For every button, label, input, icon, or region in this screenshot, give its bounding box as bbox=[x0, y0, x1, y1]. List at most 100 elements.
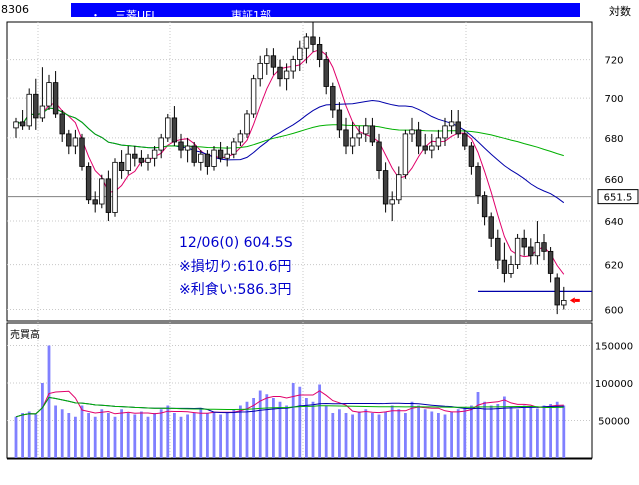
candle-body bbox=[204, 153, 211, 167]
volume-bar bbox=[239, 405, 242, 458]
volume-bar bbox=[430, 411, 434, 458]
candle-body bbox=[435, 137, 442, 147]
candle-body bbox=[316, 44, 323, 60]
candlesticks bbox=[13, 22, 567, 315]
candle-body bbox=[165, 117, 171, 139]
volume-bar bbox=[107, 413, 110, 458]
volume-bar bbox=[522, 405, 526, 458]
price-marker-label: 651.5 bbox=[604, 193, 633, 204]
volume-bar bbox=[265, 394, 269, 458]
candle-body bbox=[382, 170, 389, 205]
volume-bar bbox=[331, 413, 335, 458]
volume-bar bbox=[54, 405, 57, 458]
price-marker-group: 651.5 bbox=[569, 189, 639, 304]
volume-bar bbox=[186, 414, 189, 458]
volume-bar bbox=[80, 405, 84, 458]
volume-bar bbox=[47, 345, 51, 458]
candle-body bbox=[389, 199, 395, 205]
candle-body bbox=[85, 166, 92, 201]
candle-body bbox=[547, 250, 554, 274]
volume-bar bbox=[397, 409, 401, 458]
scale-mode[interactable]: 対数 bbox=[609, 5, 631, 18]
candle-body bbox=[145, 157, 151, 163]
candle-body bbox=[270, 55, 277, 68]
price-tick-label: 660 bbox=[604, 175, 623, 186]
volume-bar bbox=[225, 413, 229, 458]
candle-body bbox=[349, 137, 356, 147]
volume-panel-label: 売買高 bbox=[10, 330, 40, 341]
price-tick-label: 600 bbox=[604, 306, 623, 317]
candle-body bbox=[283, 70, 290, 80]
volume-bar bbox=[476, 392, 480, 458]
candle-body bbox=[72, 137, 79, 147]
volume-bar bbox=[232, 409, 236, 458]
candle-body bbox=[442, 125, 448, 139]
price-tick-label: 720 bbox=[604, 56, 623, 67]
volume-bar bbox=[443, 414, 447, 458]
volume-bar bbox=[219, 414, 222, 458]
candle-body bbox=[112, 161, 118, 213]
volume-bar bbox=[470, 405, 473, 458]
candle-body bbox=[250, 78, 257, 115]
candle-body bbox=[264, 55, 270, 64]
volume-bar bbox=[34, 414, 38, 458]
candle-body bbox=[244, 113, 250, 135]
candle-body bbox=[125, 153, 131, 171]
volume-bar bbox=[305, 398, 308, 458]
candle-body bbox=[415, 129, 422, 147]
candle-body bbox=[521, 237, 527, 248]
candle-body bbox=[303, 36, 310, 49]
candle-body bbox=[19, 121, 26, 127]
last-price-arrow bbox=[569, 297, 575, 304]
candle-body bbox=[481, 195, 488, 218]
volume-tick-label: 150000 bbox=[595, 342, 633, 353]
annotation-date-price: 12/06(0) 604.5S bbox=[179, 235, 293, 251]
name-dot: ・ bbox=[90, 9, 101, 22]
candle-body bbox=[396, 174, 402, 201]
volume-bar bbox=[344, 413, 348, 458]
candle-body bbox=[468, 145, 475, 167]
candle-body bbox=[151, 149, 158, 159]
candle-body bbox=[290, 59, 296, 72]
candle-body bbox=[237, 133, 244, 143]
candle-body bbox=[158, 137, 164, 151]
volume-bar bbox=[384, 411, 387, 458]
volume-bar bbox=[245, 401, 249, 458]
volume-bar bbox=[159, 409, 163, 458]
candle-body bbox=[52, 82, 59, 115]
candle-body bbox=[336, 109, 343, 131]
volume-tick-label: 50000 bbox=[598, 417, 630, 428]
volume-bar bbox=[60, 409, 64, 458]
volume-bar bbox=[516, 409, 519, 458]
market-name: 東証1部 bbox=[231, 9, 271, 22]
volume-bar bbox=[192, 413, 196, 458]
candle-body bbox=[39, 105, 46, 119]
volume-bar bbox=[338, 409, 341, 458]
candle-body bbox=[561, 300, 567, 306]
price-tick-label: 640 bbox=[604, 217, 623, 228]
candle-body bbox=[448, 121, 455, 127]
volume-bar bbox=[536, 408, 539, 458]
volume-bar bbox=[153, 413, 156, 458]
volume-bar bbox=[562, 405, 566, 458]
candle-body bbox=[330, 86, 336, 111]
candle-body bbox=[191, 145, 197, 163]
volume-bar bbox=[503, 396, 506, 458]
volume-bar bbox=[179, 416, 183, 458]
candle-body bbox=[59, 113, 65, 135]
price-panel-frame bbox=[6, 21, 593, 322]
candle-body bbox=[363, 125, 369, 135]
volume-bar bbox=[212, 411, 216, 458]
volume-bar bbox=[166, 405, 170, 458]
volume-bar bbox=[258, 390, 262, 458]
candle-body bbox=[138, 157, 145, 163]
candle-body bbox=[514, 237, 521, 265]
moving-average-lines bbox=[15, 49, 565, 418]
annotation-take-profit: ※利食い:586.3円 bbox=[179, 282, 292, 298]
candle-body bbox=[211, 149, 217, 167]
volume-bar bbox=[206, 413, 209, 458]
volume-bar bbox=[21, 413, 24, 458]
volume-bar bbox=[126, 413, 130, 458]
candle-body bbox=[184, 145, 191, 151]
